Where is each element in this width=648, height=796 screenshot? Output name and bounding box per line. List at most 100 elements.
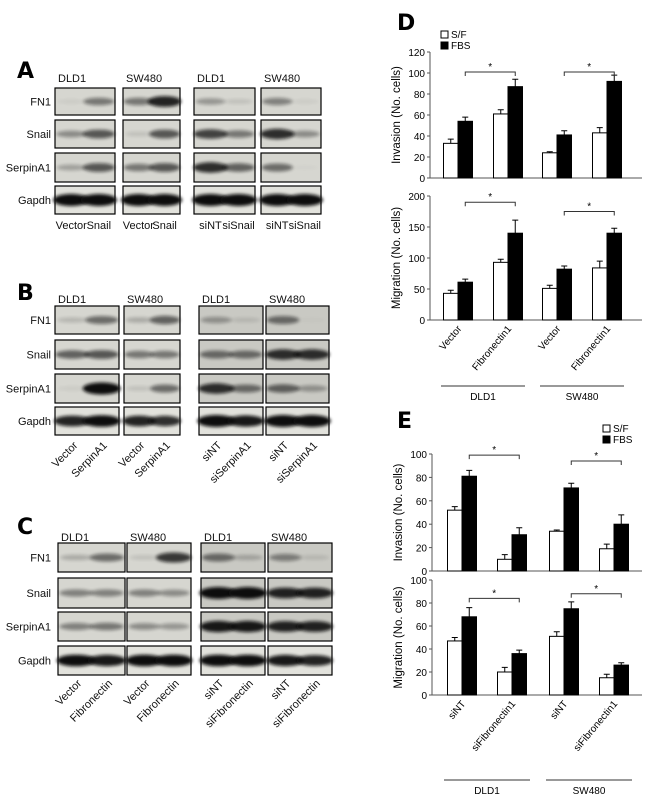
blot-band bbox=[123, 97, 154, 106]
error-bar bbox=[516, 649, 523, 654]
bar-sf bbox=[443, 142, 459, 179]
blot-band bbox=[265, 349, 301, 360]
cell-line-label: SW480 bbox=[264, 73, 300, 85]
significance-mark: * bbox=[587, 202, 591, 213]
blot-band bbox=[149, 315, 180, 325]
error-bar bbox=[497, 258, 504, 263]
blot-band bbox=[126, 386, 152, 391]
group-label: DLD1 bbox=[470, 392, 496, 403]
blot-band bbox=[231, 317, 261, 323]
error-bar bbox=[451, 637, 458, 641]
blot-band bbox=[222, 163, 255, 172]
bar-fbs bbox=[613, 523, 629, 572]
blot-band bbox=[154, 654, 193, 667]
error-bar bbox=[546, 151, 553, 153]
y-tick-label: 100 bbox=[410, 450, 427, 461]
legend-swatch-sf bbox=[440, 30, 449, 39]
bar-sf bbox=[447, 640, 463, 696]
significance-mark: * bbox=[492, 445, 496, 456]
error-bar bbox=[447, 138, 454, 144]
row-label-snail: Snail bbox=[27, 129, 51, 141]
row-label-fn1: FN1 bbox=[30, 553, 51, 565]
cell-line-label: SW480 bbox=[126, 73, 162, 85]
x-category-label: Fibronectin1 bbox=[470, 324, 514, 374]
group-label: SW480 bbox=[566, 392, 599, 403]
panel-letter: D bbox=[397, 11, 415, 36]
blot-band bbox=[198, 383, 235, 394]
y-tick-label: 200 bbox=[408, 192, 425, 203]
group-label: DLD1 bbox=[474, 786, 500, 796]
bar-fbs bbox=[507, 86, 523, 179]
blot-band bbox=[82, 415, 121, 427]
blot-band bbox=[85, 316, 119, 324]
blot-band bbox=[56, 130, 87, 138]
blot-band bbox=[296, 621, 334, 632]
x-category-label: siNT bbox=[549, 699, 571, 722]
y-tick-label: 60 bbox=[416, 622, 428, 633]
blot-band bbox=[262, 97, 293, 106]
blot-band bbox=[148, 415, 182, 427]
blot-band bbox=[193, 162, 228, 173]
row-label-fn1: FN1 bbox=[30, 315, 51, 327]
bar-sf bbox=[592, 267, 608, 321]
y-axis-label: Invasion (No. cells) bbox=[391, 66, 403, 164]
bar-fbs bbox=[556, 268, 572, 321]
blot-band bbox=[83, 97, 115, 106]
bar-fbs bbox=[461, 616, 477, 696]
blot-band bbox=[124, 350, 154, 359]
blot-band bbox=[147, 194, 183, 206]
significance-bracket bbox=[570, 460, 622, 466]
group-label: SW480 bbox=[573, 786, 606, 796]
blot-band bbox=[220, 194, 257, 206]
error-bar bbox=[501, 666, 508, 672]
blot-band bbox=[60, 554, 92, 561]
blot-band bbox=[122, 415, 156, 427]
blot-band bbox=[55, 350, 90, 359]
significance-bracket bbox=[464, 71, 516, 76]
row-label-snail: Snail bbox=[27, 350, 51, 362]
blot-band bbox=[90, 589, 124, 597]
blot-band bbox=[200, 316, 232, 324]
cell-line-label: DLD1 bbox=[58, 294, 86, 306]
blot-band bbox=[57, 317, 88, 323]
cell-line-label: DLD1 bbox=[197, 73, 225, 85]
row-label-serpina1: SerpinA1 bbox=[6, 622, 51, 634]
significance-bracket bbox=[563, 211, 615, 216]
blot-band bbox=[84, 350, 119, 359]
blot-band bbox=[52, 194, 90, 206]
row-label-serpina1: SerpinA1 bbox=[6, 163, 51, 175]
blot-band bbox=[155, 552, 192, 563]
error-bar bbox=[561, 130, 568, 135]
cell-line-label: DLD1 bbox=[61, 532, 89, 544]
blot-band bbox=[261, 163, 293, 172]
blot-band bbox=[195, 98, 226, 105]
bar-sf bbox=[493, 113, 509, 179]
blot-band bbox=[229, 384, 263, 393]
y-tick-label: 40 bbox=[416, 645, 428, 656]
error-bar bbox=[466, 469, 473, 477]
bar-sf bbox=[549, 635, 565, 696]
legend-label: FBS bbox=[613, 435, 633, 446]
error-bar bbox=[553, 631, 560, 637]
blot-band bbox=[264, 415, 302, 427]
blot-band bbox=[227, 415, 265, 427]
y-tick-label: 100 bbox=[410, 576, 427, 587]
blot-band bbox=[89, 622, 124, 631]
lane-label: siNT bbox=[200, 439, 225, 464]
legend-label: FBS bbox=[451, 41, 471, 52]
bar-fbs bbox=[461, 475, 477, 572]
blot-band bbox=[296, 655, 334, 666]
significance-mark: * bbox=[488, 62, 492, 73]
error-bar bbox=[546, 284, 553, 289]
blot-band bbox=[120, 194, 156, 206]
bar-fbs bbox=[511, 534, 527, 572]
blot-band bbox=[82, 163, 116, 172]
lane-label: siNT bbox=[266, 220, 289, 232]
blot-band bbox=[298, 318, 326, 322]
blot-band bbox=[149, 163, 181, 172]
blot-band bbox=[82, 129, 116, 139]
blot-band bbox=[199, 620, 237, 633]
significance-bracket bbox=[570, 593, 622, 598]
y-tick-label: 0 bbox=[421, 691, 427, 702]
